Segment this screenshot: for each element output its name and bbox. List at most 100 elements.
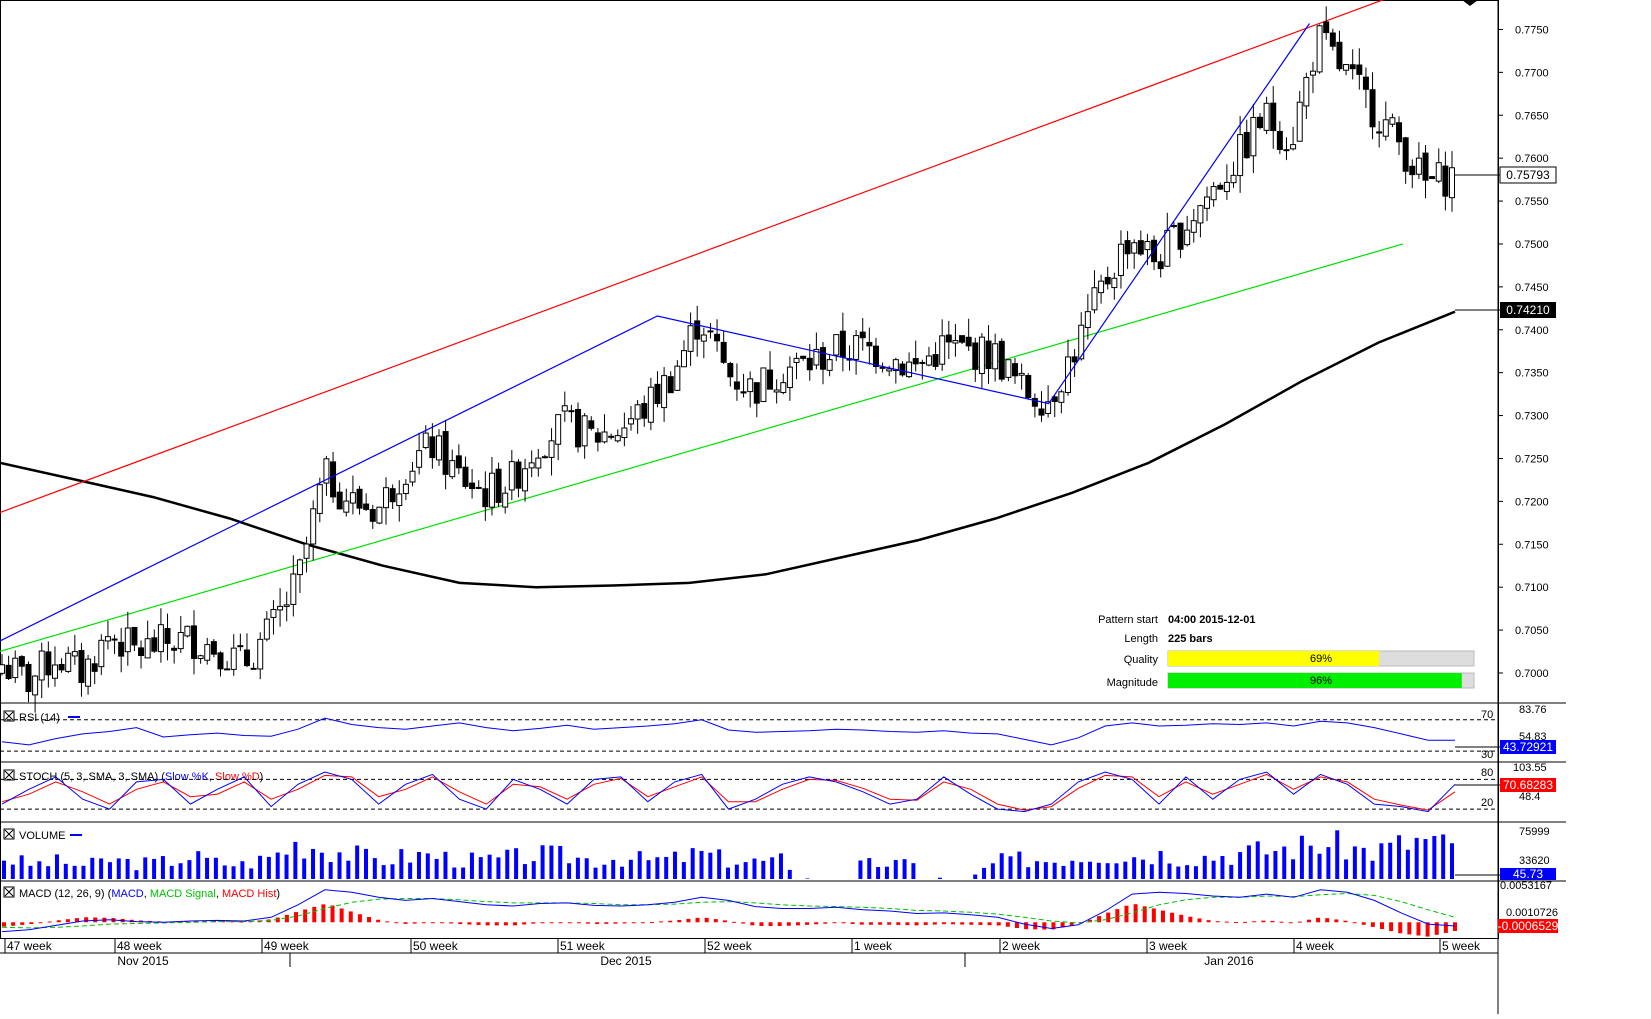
candle [1157, 254, 1164, 278]
candle [1435, 148, 1442, 184]
macd-hist-bar [56, 920, 61, 923]
candle-body [727, 363, 734, 378]
candle-body [177, 631, 184, 650]
candle [58, 658, 65, 673]
macd-hist-bar [1325, 918, 1330, 923]
channel-upper-line [0, 0, 1385, 514]
candle-body [1296, 101, 1303, 142]
volume-bar [646, 860, 651, 879]
volume-bar [655, 857, 660, 879]
price-tick-label: 0.7750 [1515, 24, 1549, 36]
candle [369, 504, 376, 529]
candle [422, 425, 429, 450]
candle-body [396, 493, 403, 507]
macd-hist-bar [485, 922, 490, 926]
candle [1382, 101, 1389, 141]
macd-hist-bar [47, 921, 52, 923]
volume-bar [266, 856, 271, 879]
macd-hist-bar [339, 908, 344, 923]
candle-body [1237, 134, 1244, 177]
macd-hist-bar [367, 917, 372, 923]
down-triangle-icon[interactable] [1462, 0, 1478, 6]
candle [376, 506, 383, 525]
candle-body [853, 335, 860, 360]
candle [1449, 151, 1455, 212]
candle-body [747, 378, 754, 393]
candle-body [753, 382, 760, 404]
candle-body [594, 432, 601, 443]
price-tick-label: 0.7400 [1515, 325, 1549, 337]
candle [0, 654, 5, 676]
stoch-d-label: Slow %D [215, 771, 260, 783]
candle [1012, 357, 1019, 384]
volume-bar [593, 867, 598, 879]
candle-body [237, 645, 244, 648]
candle-body [886, 368, 893, 372]
candle-body [548, 440, 555, 458]
candle-body [138, 647, 145, 656]
volume-bar [664, 856, 669, 879]
candle-body [1012, 363, 1019, 377]
zigzag-layer [0, 23, 1310, 642]
candle [1356, 48, 1363, 90]
macd-hist-bar [1097, 916, 1102, 923]
candle-body [1415, 157, 1422, 175]
candle [1111, 272, 1118, 300]
candle-body [1396, 122, 1403, 143]
ma-value-box [1500, 302, 1556, 318]
candle-body [1382, 119, 1389, 137]
candle-body [1137, 240, 1144, 255]
macd-hist-bar [20, 922, 25, 925]
macd-hist-bar [1306, 919, 1311, 923]
week-label: 49 week [264, 939, 310, 953]
macd-hist-bar [1389, 922, 1394, 932]
candle [65, 646, 72, 673]
candle-body [826, 359, 833, 371]
volume-bar [1193, 866, 1198, 879]
macd-panel: MACD (12, 26, 9) (MACD, MACD Signal, MAC… [1, 880, 1559, 937]
candle [396, 480, 403, 522]
candle-body [1071, 356, 1078, 363]
candle-body [1210, 186, 1217, 201]
candle-body [184, 625, 191, 637]
volume-bar [1123, 861, 1128, 879]
volume-bar [752, 858, 757, 879]
candle-body [674, 365, 681, 391]
candle [1104, 266, 1111, 290]
candle-body [1409, 165, 1416, 176]
candle-body [1402, 137, 1409, 172]
candle-body [151, 637, 158, 652]
volume-bar [1052, 862, 1057, 879]
candle-body [568, 410, 575, 413]
candle-body [1098, 280, 1105, 294]
volume-bar [1043, 862, 1048, 879]
candle [118, 627, 125, 673]
candle [435, 429, 442, 466]
candle [614, 429, 621, 443]
candle-body [1435, 162, 1442, 182]
volume-bar [231, 866, 236, 879]
candle-body [1349, 64, 1356, 70]
candle-body [1263, 102, 1270, 131]
candle-body [356, 488, 363, 509]
magnitude-label: Magnitude [1107, 677, 1158, 689]
candle [541, 454, 548, 459]
volume-tick-mid: 33620 [1519, 855, 1550, 867]
candle-body [899, 363, 906, 376]
macd-current-label: -0.0006529 [1498, 919, 1559, 933]
volume-bar [982, 867, 987, 879]
candle-body [98, 639, 105, 668]
month-label: Dec 2015 [600, 954, 652, 968]
candle-body [1230, 174, 1237, 184]
volume-bar [337, 852, 342, 879]
volume-bar [1255, 841, 1260, 879]
macd-hist-bar [221, 921, 226, 923]
macd-hist-bar [768, 922, 773, 926]
macd-signal-label: MACD Signal [150, 888, 216, 900]
month-label: Nov 2015 [117, 954, 169, 968]
candle-body [1084, 311, 1091, 329]
macd-hist-bar [951, 922, 956, 925]
macd-hist-bar [1106, 912, 1111, 923]
volume-bar [858, 860, 863, 879]
